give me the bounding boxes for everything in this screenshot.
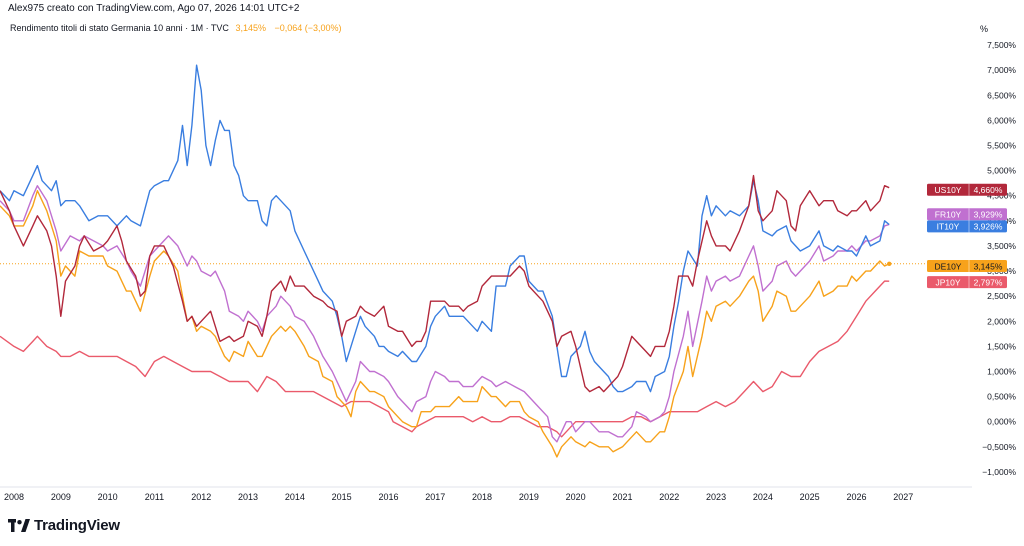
y-tick-label: 5,000% xyxy=(987,166,1016,176)
series-line-it10y[interactable] xyxy=(0,64,890,393)
price-badge-de10y: DE10Y 3,145% xyxy=(927,260,1007,273)
y-tick-label: 2,000% xyxy=(987,316,1016,326)
y-tick-label: 4,500% xyxy=(987,191,1016,201)
badge-value: 3,145% xyxy=(974,261,1003,271)
x-tick-label: 2009 xyxy=(51,492,71,502)
x-axis: 2008 2009 2010 2011 2012 2013 2014 2015 2016 2017… xyxy=(0,486,972,502)
x-tick-label: 2025 xyxy=(800,492,820,502)
x-tick-label: 2019 xyxy=(519,492,539,502)
y-tick-label: 0,500% xyxy=(987,392,1016,402)
badge-symbol: JP10Y xyxy=(935,277,960,287)
brand-logo: TradingView xyxy=(8,517,120,534)
y-tick-label: 6,500% xyxy=(987,90,1016,100)
y-tick-label: 3,500% xyxy=(987,241,1016,251)
badge-symbol: DE10Y xyxy=(935,261,962,271)
tradingview-logo-icon xyxy=(8,519,30,532)
legend-change: −0,064 (−3,00%) xyxy=(274,23,342,33)
price-badge-jp10y: JP10Y 2,797% xyxy=(927,276,1007,289)
y-axis-unit: % xyxy=(980,24,988,34)
y-tick-label: 7,500% xyxy=(987,40,1016,50)
y-tick-label: −0,500% xyxy=(982,442,1016,452)
badge-value: 4,660% xyxy=(974,185,1003,195)
x-tick-label: 2008 xyxy=(4,492,24,502)
badge-value: 3,926% xyxy=(974,222,1003,232)
x-tick-label: 2014 xyxy=(285,492,305,502)
y-tick-label: 0,000% xyxy=(987,417,1016,427)
x-tick-label: 2024 xyxy=(753,492,773,502)
y-axis: % 7,500% 7,000% 6,500% 6,000% 5,500% 5,000% 4,5… xyxy=(980,24,1016,477)
x-tick-label: 2010 xyxy=(98,492,118,502)
series-lines xyxy=(0,64,932,458)
badge-value: 3,929% xyxy=(974,210,1003,220)
badge-symbol: IT10Y xyxy=(937,222,960,232)
x-tick-label: 2023 xyxy=(706,492,726,502)
badge-symbol: FR10Y xyxy=(935,210,962,220)
price-badge-fr10y: FR10Y 3,929% xyxy=(927,208,1007,221)
x-tick-label: 2018 xyxy=(472,492,492,502)
x-tick-label: 2020 xyxy=(566,492,586,502)
x-tick-label: 2012 xyxy=(191,492,211,502)
y-tick-label: 6,000% xyxy=(987,115,1016,125)
chart-author-line: Alex975 creato con TradingView.com, Ago … xyxy=(8,3,300,14)
badge-value: 2,797% xyxy=(974,277,1003,287)
x-tick-label: 2022 xyxy=(659,492,679,502)
x-tick-label: 2013 xyxy=(238,492,258,502)
price-badges: US10Y 4,660% FR10Y 3,929% IT10Y 3,926% DE10Y 3,… xyxy=(927,183,1007,289)
y-tick-label: 7,000% xyxy=(987,65,1016,75)
de10y-last-point xyxy=(887,261,892,266)
x-tick-label: 2026 xyxy=(846,492,866,502)
x-tick-label: 2027 xyxy=(893,492,913,502)
badge-symbol: US10Y xyxy=(935,185,962,195)
series-line-us10y[interactable] xyxy=(0,174,890,393)
x-tick-label: 2015 xyxy=(332,492,352,502)
x-tick-label: 2021 xyxy=(612,492,632,502)
symbol-description: Rendimento titoli di stato Germania 10 a… xyxy=(10,23,229,33)
x-tick-label: 2017 xyxy=(425,492,445,502)
series-line-de10y[interactable] xyxy=(0,190,890,458)
series-line-fr10y[interactable] xyxy=(0,185,890,443)
symbol-legend: Rendimento titoli di stato Germania 10 a… xyxy=(10,23,342,33)
y-tick-label: 1,500% xyxy=(987,341,1016,351)
x-tick-label: 2016 xyxy=(378,492,398,502)
y-tick-label: 2,500% xyxy=(987,291,1016,301)
x-tick-label: 2011 xyxy=(145,492,164,502)
price-badge-us10y: US10Y 4,660% xyxy=(927,183,1007,196)
y-tick-label: 1,000% xyxy=(987,366,1016,376)
y-tick-label: 5,500% xyxy=(987,141,1016,151)
series-line-jp10y[interactable] xyxy=(0,280,890,438)
y-tick-label: −1,000% xyxy=(982,467,1016,477)
brand-name: TradingView xyxy=(34,517,120,534)
legend-price: 3,145% xyxy=(235,23,266,33)
price-badge-it10y: IT10Y 3,926% xyxy=(927,220,1007,233)
